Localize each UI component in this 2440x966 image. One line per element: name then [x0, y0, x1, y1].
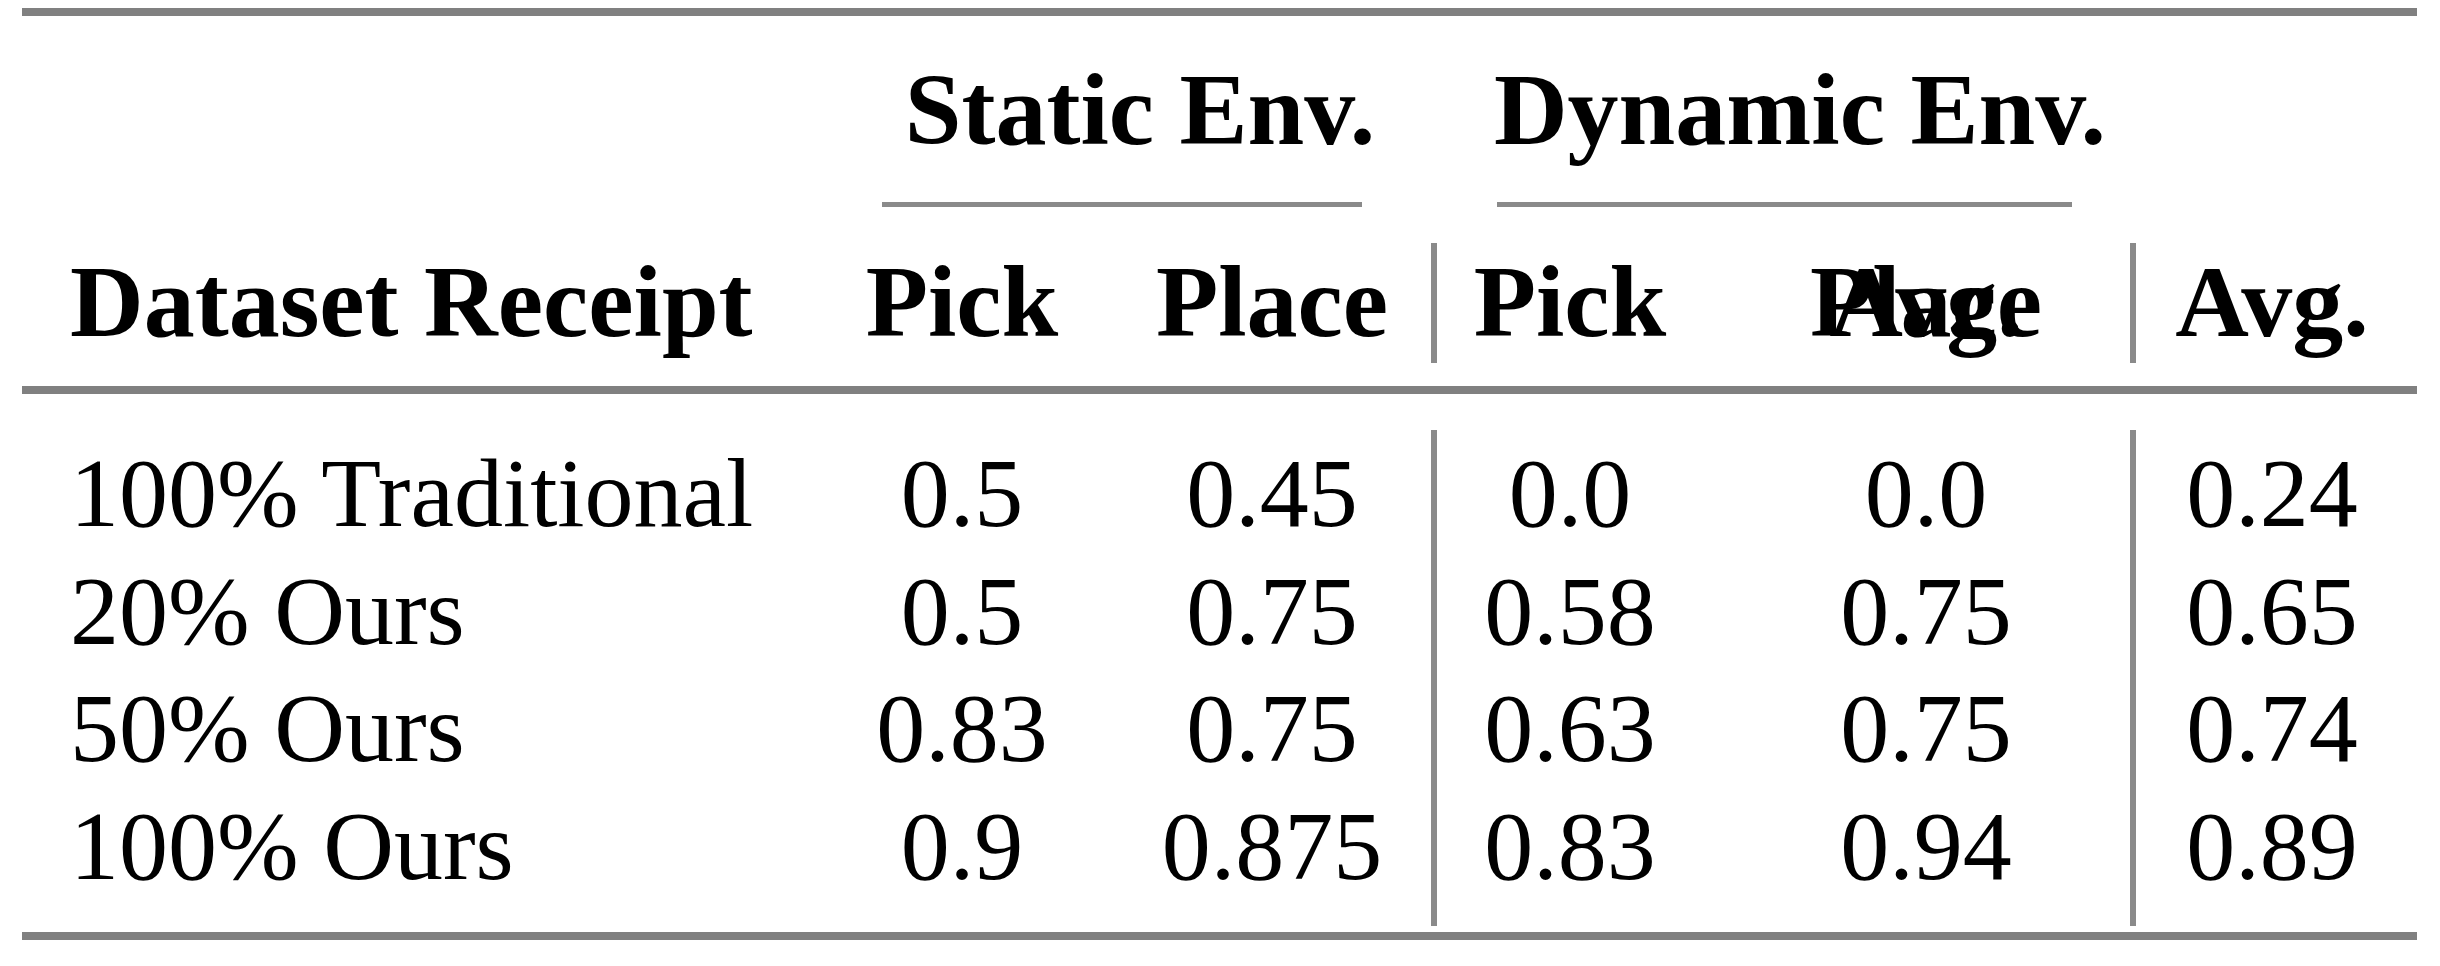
group-header-dynamic-env: Dynamic Env.: [1494, 59, 2106, 161]
top-rule: [22, 8, 2417, 16]
cell-avg: 0.74: [2186, 679, 2358, 777]
cell-static-pick: 0.5: [901, 562, 1024, 660]
cell-static-place: 0.75: [1186, 562, 1358, 660]
cell-dynamic-place: 0.75: [1840, 679, 2012, 777]
row-label: 50% Ours: [70, 679, 465, 777]
cell-dynamic-pick: 0.58: [1484, 562, 1656, 660]
cell-static-place: 0.75: [1186, 679, 1358, 777]
dynamic-env-cmidrule: [1497, 202, 2072, 207]
col-header-static-pick: Pick: [866, 251, 1059, 353]
bottom-rule: [22, 932, 2417, 940]
cell-static-place: 0.45: [1186, 444, 1358, 542]
col-header-dynamic-pick: Pick: [1474, 251, 1667, 353]
group-header-static-env: Static Env.: [905, 59, 1375, 161]
col-header-dataset-receipt: Dataset Receipt: [70, 251, 753, 353]
cell-dynamic-place: 0.94: [1840, 797, 2012, 895]
row-label: 100% Traditional: [70, 444, 753, 542]
col-header-avg: Avg.: [2175, 251, 2369, 353]
cell-dynamic-pick: 0.63: [1484, 679, 1656, 777]
results-table: Static Env. Dynamic Env. Dataset Receipt…: [0, 0, 2440, 966]
cell-static-place: 0.875: [1162, 797, 1383, 895]
vertical-rule-1-body: [1431, 430, 1437, 926]
row-label: 20% Ours: [70, 562, 465, 660]
header-rule: [22, 386, 2417, 394]
cell-static-pick: 0.9: [901, 797, 1024, 895]
col-header-dynamic-place: Place: [1810, 251, 2042, 353]
cell-avg: 0.24: [2186, 444, 2358, 542]
cell-dynamic-place: 0.75: [1840, 562, 2012, 660]
vertical-rule-2-header: [2130, 243, 2136, 363]
cell-dynamic-place: 0.0: [1865, 444, 1988, 542]
vertical-rule-2-body: [2130, 430, 2136, 926]
cell-dynamic-pick: 0.0: [1509, 444, 1632, 542]
cell-static-pick: 0.83: [876, 679, 1048, 777]
cell-avg: 0.89: [2186, 797, 2358, 895]
col-header-static-place: Place: [1156, 251, 1388, 353]
cell-avg: 0.65: [2186, 562, 2358, 660]
cell-dynamic-pick: 0.83: [1484, 797, 1656, 895]
cell-static-pick: 0.5: [901, 444, 1024, 542]
row-label: 100% Ours: [70, 797, 514, 895]
vertical-rule-1-header: [1431, 243, 1437, 363]
static-env-cmidrule: [882, 202, 1362, 207]
